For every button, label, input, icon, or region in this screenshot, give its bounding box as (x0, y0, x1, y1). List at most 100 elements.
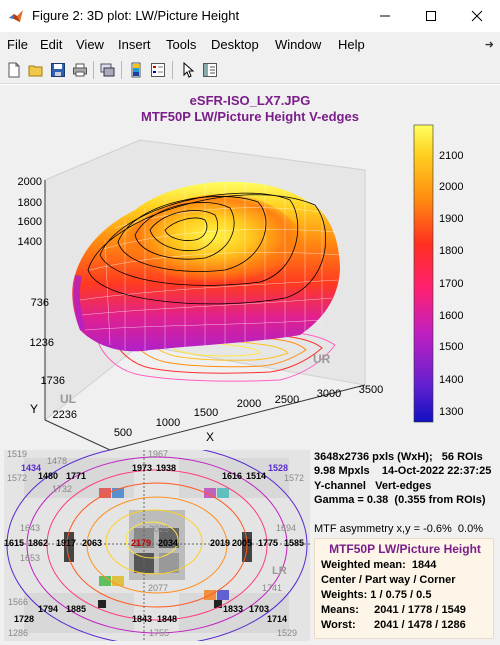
colorbar[interactable] (413, 124, 434, 423)
pointer-button[interactable] (178, 60, 198, 80)
menu-desktop[interactable]: Desktop (211, 37, 259, 52)
save-button[interactable] (48, 60, 68, 80)
print-button[interactable] (70, 60, 90, 80)
y-axis-line (44, 419, 111, 450)
thumbnail-contours (6, 450, 308, 641)
plot-title-metric: MTF50P LW/Picture Height V-edges (141, 109, 359, 124)
menu-edit[interactable]: Edit (40, 37, 63, 52)
thumbnail-guides (4, 450, 310, 641)
summary-title: MTF50P LW/Picture Height (329, 542, 481, 556)
toolbar-separator (172, 61, 173, 79)
roi-value-label: 1728 (14, 614, 34, 624)
link-icon (100, 63, 115, 77)
corner-label-lr: LR (272, 565, 287, 577)
roi-value-label: 1848 (157, 614, 177, 624)
roi-value-label: 2077 (148, 583, 168, 593)
roi-value-label: 1775 (258, 538, 278, 548)
roi-value-label: 2034 (158, 538, 178, 548)
roi-labels: 1519 1434 1478 1480 1771 1572 1732 1967 1973 1938… (4, 450, 304, 638)
roi-value-label: 1741 (262, 583, 282, 593)
window-title: Figure 2: 3D plot: LW/Picture Height (32, 8, 240, 23)
megapixel-date-info: 9.98 Mpxls 14-Oct-2022 22:37:25 (314, 465, 492, 477)
y-tick-736: 736 (31, 297, 49, 309)
menu-tools[interactable]: Tools (166, 37, 197, 52)
colorbar-tick-1800: 1800 (439, 245, 463, 257)
toolbar-separator (121, 61, 122, 79)
surface-plot[interactable]: 2000 1800 1600 1400 736 1236 1736 2236 Y… (0, 120, 500, 450)
roi-value-label: 2005 (232, 538, 252, 548)
menu-expand-icon[interactable]: ➜ (484, 39, 494, 51)
x-tick-1000: 1000 (156, 417, 180, 429)
channel-info: Y-channel Vert-edges (314, 480, 432, 492)
print-icon (73, 63, 87, 77)
maximize-button[interactable] (408, 0, 454, 32)
colorbar-tick-2100: 2100 (439, 150, 463, 162)
roi-value-label: 1732 (52, 484, 72, 494)
mtf-asymmetry-info: MTF asymmetry x,y = -0.6% 0.0% (314, 523, 484, 535)
maximize-icon (426, 11, 436, 21)
colorbar-icon (131, 62, 141, 78)
roi-value-label: 1714 (267, 614, 287, 624)
y-tick-2236: 2236 (53, 409, 77, 421)
menu-insert[interactable]: Insert (118, 37, 151, 52)
close-icon (471, 10, 483, 22)
roi-value-label: 1703 (249, 604, 269, 614)
surface-edge-left (73, 275, 85, 330)
close-button[interactable] (454, 0, 500, 32)
toolbar (0, 56, 500, 84)
roi-value-label: 1843 (132, 614, 152, 624)
minimize-icon (380, 15, 390, 17)
summary-worst: Worst: 2041 / 1478 / 1286 (321, 619, 466, 631)
roi-value-label: 1519 (7, 450, 27, 459)
menu-help[interactable]: Help (338, 37, 365, 52)
property-editor-button[interactable] (200, 60, 220, 80)
menu-view[interactable]: View (76, 37, 104, 52)
roi-value-label: 1938 (156, 463, 176, 473)
roi-value-label: 1286 (8, 628, 28, 638)
roi-value-label: 1480 (38, 471, 58, 481)
link-button[interactable] (97, 60, 117, 80)
open-file-button[interactable] (26, 60, 46, 80)
roi-value-label: 1566 (8, 597, 28, 607)
menu-file[interactable]: File (7, 37, 28, 52)
minimize-button[interactable] (362, 0, 408, 32)
menu-window[interactable]: Window (275, 37, 322, 52)
roi-value-label: 1794 (38, 604, 58, 614)
roi-value-label: 2026 (149, 524, 169, 534)
summary-regions: Center / Part way / Corner (321, 574, 456, 586)
roi-value-label: 2179 (131, 538, 151, 548)
thumbnail-pattern (4, 450, 310, 641)
colorbar-button[interactable] (126, 60, 146, 80)
image-size-info: 3648x2736 pxls (WxH); 56 ROIs (314, 451, 483, 463)
colorbar-tick-1400: 1400 (439, 374, 463, 386)
roi-value-label: 1529 (277, 628, 297, 638)
roi-value-label: 1585 (284, 538, 304, 548)
toolbar-separator (93, 61, 94, 79)
summary-means: Means: 2041 / 1778 / 1549 (321, 604, 466, 616)
x-tick-500: 500 (114, 427, 132, 439)
summary-weights: Weights: 1 / 0.75 / 0.5 (321, 589, 432, 601)
x-tick-1500: 1500 (194, 407, 218, 419)
x-tick-3500: 3500 (359, 384, 383, 396)
new-figure-button[interactable] (4, 60, 24, 80)
y-tick-1236: 1236 (30, 337, 54, 349)
pointer-icon (183, 62, 195, 78)
y-tick-1736: 1736 (41, 375, 65, 387)
colorbar-tick-1600: 1600 (439, 310, 463, 322)
legend-button[interactable] (148, 60, 168, 80)
roi-value-label: 1967 (148, 450, 168, 459)
roi-value-label: 1755 (149, 628, 169, 638)
chart-image-thumbnail[interactable]: 1519 1434 1478 1480 1771 1572 1732 1967 1973 1938… (4, 450, 310, 641)
z-tick-1400: 1400 (18, 236, 42, 248)
colorbar-ticks: 2100 2000 1900 1800 1700 1600 1500 1400 … (439, 150, 463, 418)
colorbar-tick-1300: 1300 (439, 406, 463, 418)
save-icon (51, 63, 65, 77)
gamma-info: Gamma = 0.38 (0.355 from ROIs) (314, 494, 486, 506)
new-figure-icon (8, 62, 20, 78)
mtf-summary-box: MTF50P LW/Picture Height Weighted mean: … (314, 538, 494, 639)
open-file-icon (28, 65, 43, 77)
colorbar-tick-1700: 1700 (439, 278, 463, 290)
roi-value-label: 1862 (28, 538, 48, 548)
corner-label-ur: UR (313, 352, 331, 366)
x-tick-2000: 2000 (237, 398, 261, 410)
